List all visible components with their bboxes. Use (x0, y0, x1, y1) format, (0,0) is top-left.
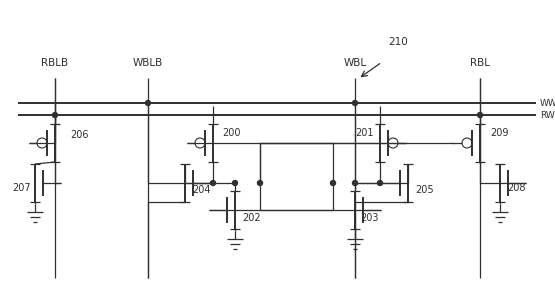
Text: RBLB: RBLB (42, 58, 69, 68)
Circle shape (210, 181, 215, 186)
Circle shape (233, 181, 238, 186)
Text: 210: 210 (388, 37, 408, 47)
Circle shape (53, 113, 58, 118)
Circle shape (145, 100, 150, 105)
Text: RWL: RWL (540, 110, 555, 119)
Text: 202: 202 (242, 213, 261, 223)
Circle shape (477, 113, 482, 118)
Text: 206: 206 (70, 130, 88, 140)
Text: WBL: WBL (344, 58, 366, 68)
Text: 201: 201 (355, 128, 374, 138)
Text: 209: 209 (490, 128, 508, 138)
Text: 205: 205 (415, 185, 433, 195)
Text: 200: 200 (222, 128, 240, 138)
Circle shape (330, 181, 336, 186)
Text: 208: 208 (507, 183, 526, 193)
Text: WWL: WWL (540, 99, 555, 108)
Text: RBL: RBL (470, 58, 490, 68)
Circle shape (352, 100, 357, 105)
Text: WBLB: WBLB (133, 58, 163, 68)
Text: 207: 207 (12, 183, 31, 193)
Circle shape (377, 181, 382, 186)
Text: 204: 204 (192, 185, 210, 195)
Circle shape (258, 181, 263, 186)
Text: 203: 203 (360, 213, 379, 223)
Circle shape (352, 181, 357, 186)
